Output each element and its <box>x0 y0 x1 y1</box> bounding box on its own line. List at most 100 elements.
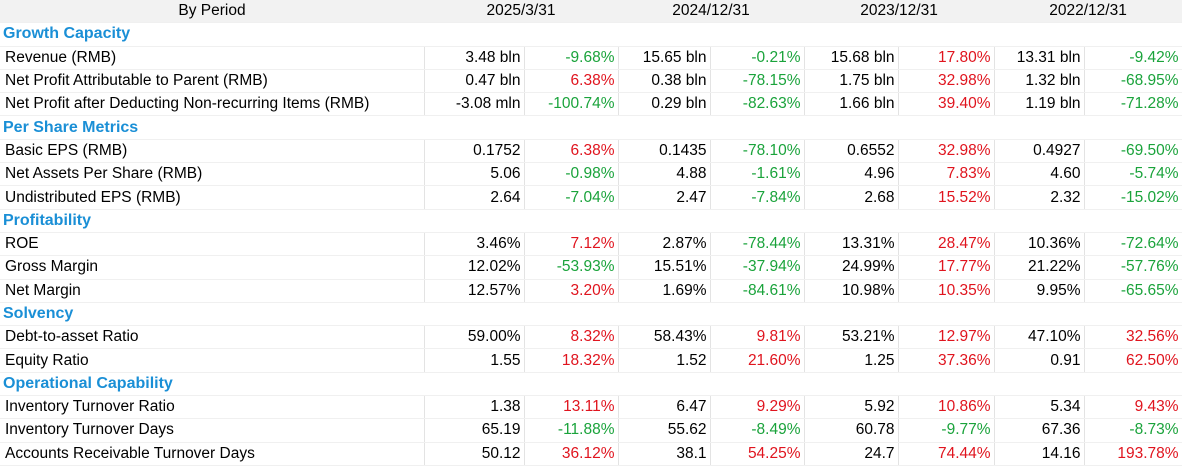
metric-value: 15.68 bln <box>804 46 899 70</box>
table-body: Growth Capacity Revenue (RMB) 3.48 bln -9.6… <box>0 22 1182 466</box>
metric-value: 0.1435 <box>618 139 711 164</box>
metric-label: Undistributed EPS (RMB) <box>0 185 425 210</box>
metric-change: -71.28% <box>1084 92 1182 117</box>
metric-value: 1.66 bln <box>804 92 899 117</box>
metric-value: 55.62 <box>618 418 711 443</box>
table-row[interactable]: Basic EPS (RMB) 0.1752 6.38% 0.1435 -78.10% 0… <box>0 139 1182 164</box>
table-row[interactable]: Equity Ratio 1.55 18.32% 1.52 21.60% 1.25 37.3… <box>0 348 1182 373</box>
metric-label: Net Assets Per Share (RMB) <box>0 162 425 187</box>
metric-value: 1.52 <box>618 348 711 373</box>
section-header-row: Solvency <box>0 302 1182 327</box>
metric-label: Net Profit after Deducting Non-recurring… <box>0 92 425 117</box>
metric-label: Net Margin <box>0 279 425 303</box>
metric-value: 0.91 <box>994 348 1085 373</box>
metric-value: 0.6552 <box>804 139 899 164</box>
metric-value: 4.96 <box>804 162 899 187</box>
table-row[interactable]: Net Assets Per Share (RMB) 5.06 -0.98% 4.88… <box>0 162 1182 187</box>
section-title: Growth Capacity <box>0 22 1182 47</box>
header-label: By Period <box>0 0 424 24</box>
metric-label: Revenue (RMB) <box>0 46 425 70</box>
table-row[interactable]: Accounts Receivable Turnover Days 50.12 36… <box>0 442 1182 466</box>
metric-value: 15.65 bln <box>618 46 711 70</box>
section-title: Operational Capability <box>0 372 1182 397</box>
section-header-row: Growth Capacity <box>0 22 1182 47</box>
metric-change: 21.60% <box>710 348 805 373</box>
metric-value: 2.64 <box>424 185 525 210</box>
table-row[interactable]: Gross Margin 12.02% -53.93% 15.51% -37.94% 24… <box>0 255 1182 280</box>
period-header[interactable]: 2022/12/31 <box>994 0 1182 24</box>
metric-value: 6.47 <box>618 395 711 420</box>
metric-change: -8.73% <box>1084 418 1182 443</box>
metric-value: 67.36 <box>994 418 1085 443</box>
period-header[interactable]: 2025/3/31 <box>424 0 618 24</box>
metric-change: -0.98% <box>524 162 619 187</box>
metric-value: 13.31% <box>804 232 899 257</box>
section-header-row: Operational Capability <box>0 372 1182 397</box>
table-row[interactable]: ROE 3.46% 7.12% 2.87% -78.44% 13.31% 28.47% 10.… <box>0 232 1182 257</box>
metric-value: 13.31 bln <box>994 46 1085 70</box>
metric-change: 32.56% <box>1084 325 1182 350</box>
table-row[interactable]: Undistributed EPS (RMB) 2.64 -7.04% 2.47 -7.… <box>0 185 1182 210</box>
metric-change: 28.47% <box>898 232 995 257</box>
section-title: Profitability <box>0 209 1182 233</box>
metric-value: 24.7 <box>804 442 899 466</box>
metric-value: 2.32 <box>994 185 1085 210</box>
metric-value: 9.95% <box>994 279 1085 303</box>
table-row[interactable]: Net Profit Attributable to Parent (RMB) 0… <box>0 69 1182 94</box>
metric-label: ROE <box>0 232 425 257</box>
metric-change: -7.84% <box>710 185 805 210</box>
metric-label: Accounts Receivable Turnover Days <box>0 442 425 466</box>
table-row[interactable]: Inventory Turnover Ratio 1.38 13.11% 6.47 9.… <box>0 395 1182 420</box>
metric-value: 14.16 <box>994 442 1085 466</box>
metric-change: 74.44% <box>898 442 995 466</box>
period-header[interactable]: 2023/12/31 <box>804 0 995 24</box>
metric-value: 1.75 bln <box>804 69 899 94</box>
metric-value: 50.12 <box>424 442 525 466</box>
metric-value: 1.69% <box>618 279 711 303</box>
table-row[interactable]: Revenue (RMB) 3.48 bln -9.68% 15.65 bln -0.2… <box>0 46 1182 70</box>
metric-change: 39.40% <box>898 92 995 117</box>
metric-change: -65.65% <box>1084 279 1182 303</box>
period-header[interactable]: 2024/12/31 <box>618 0 805 24</box>
metric-change: -5.74% <box>1084 162 1182 187</box>
metric-change: -78.10% <box>710 139 805 164</box>
metric-change: -15.02% <box>1084 185 1182 210</box>
metric-change: 17.77% <box>898 255 995 280</box>
metric-change: -72.64% <box>1084 232 1182 257</box>
metric-change: 193.78% <box>1084 442 1182 466</box>
metric-change: -0.21% <box>710 46 805 70</box>
metric-value: 5.06 <box>424 162 525 187</box>
metric-value: 2.47 <box>618 185 711 210</box>
metric-change: 32.98% <box>898 139 995 164</box>
metric-value: 58.43% <box>618 325 711 350</box>
metric-value: 2.68 <box>804 185 899 210</box>
metric-change: 9.81% <box>710 325 805 350</box>
metric-value: 1.25 <box>804 348 899 373</box>
metric-value: 60.78 <box>804 418 899 443</box>
metric-change: 17.80% <box>898 46 995 70</box>
table-row[interactable]: Debt-to-asset Ratio 59.00% 8.32% 58.43% 9.81… <box>0 325 1182 350</box>
metric-value: 0.29 bln <box>618 92 711 117</box>
metric-change: -1.61% <box>710 162 805 187</box>
metric-value: 3.48 bln <box>424 46 525 70</box>
table-row[interactable]: Net Margin 12.57% 3.20% 1.69% -84.61% 10.98% 1… <box>0 279 1182 303</box>
metric-change: 37.36% <box>898 348 995 373</box>
metric-change: 36.12% <box>524 442 619 466</box>
metric-value: 2.87% <box>618 232 711 257</box>
metric-value: 4.88 <box>618 162 711 187</box>
metric-value: 15.51% <box>618 255 711 280</box>
metric-value: 0.1752 <box>424 139 525 164</box>
table-row[interactable]: Net Profit after Deducting Non-recurring… <box>0 92 1182 117</box>
metric-value: 0.4927 <box>994 139 1085 164</box>
metric-label: Basic EPS (RMB) <box>0 139 425 164</box>
metric-change: 7.83% <box>898 162 995 187</box>
metric-change: -68.95% <box>1084 69 1182 94</box>
section-header-row: Per Share Metrics <box>0 115 1182 140</box>
metric-change: -7.04% <box>524 185 619 210</box>
metric-value: 38.1 <box>618 442 711 466</box>
metric-change: 62.50% <box>1084 348 1182 373</box>
metric-value: 1.55 <box>424 348 525 373</box>
table-row[interactable]: Inventory Turnover Days 65.19 -11.88% 55.62… <box>0 418 1182 443</box>
metric-value: 12.02% <box>424 255 525 280</box>
